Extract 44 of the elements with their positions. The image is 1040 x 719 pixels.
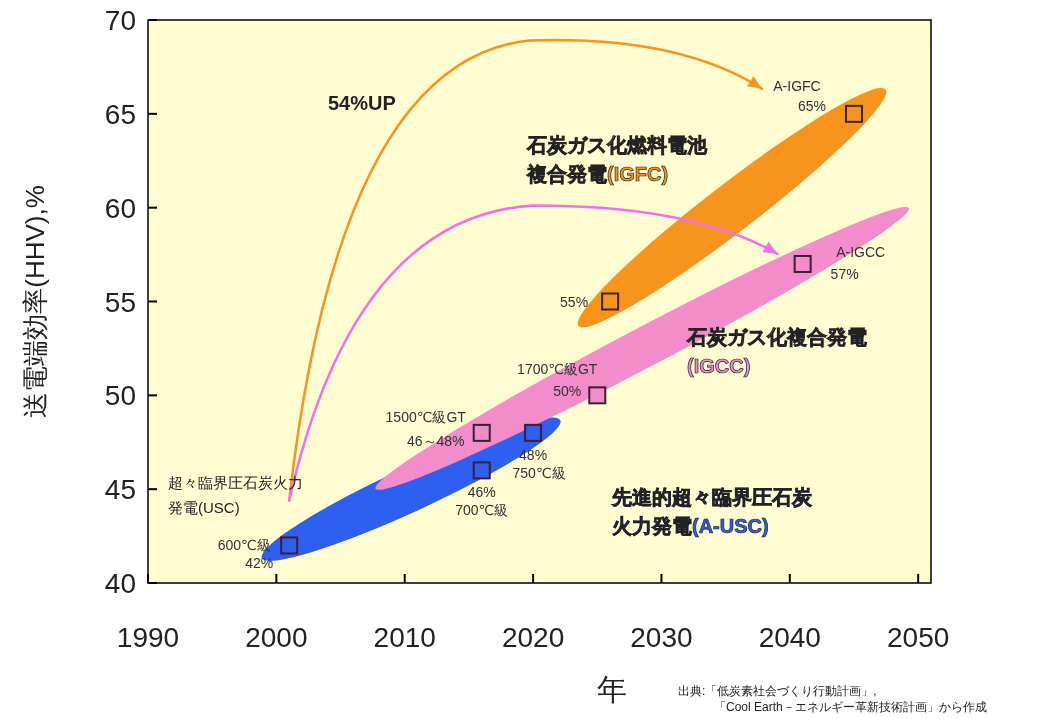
source-note: 出典:「低炭素社会づくり行動計画」, 「Cool Earth－エネルギー革新技術計画」から作成: [678, 684, 987, 714]
data-label: 65%: [797, 97, 826, 114]
y-tick-label: 60: [104, 192, 136, 224]
data-label: 48%: [519, 446, 548, 463]
y-tick-label: 40: [104, 568, 136, 599]
data-label: 46～48%: [406, 432, 465, 449]
data-label: 42%: [245, 555, 274, 572]
annotation: A-IGCC: [836, 243, 886, 260]
x-tick-label: 2040: [758, 622, 821, 653]
annotation: 600℃級: [217, 537, 271, 554]
text: 石炭ガス化燃料電池複合発電(IGFC): [526, 134, 708, 185]
x-tick-label: 1990: [116, 622, 180, 653]
annotation: A-IGFC: [773, 77, 821, 94]
y-tick-label: 50: [104, 380, 136, 412]
annotation: 700℃級: [455, 502, 509, 519]
data-label: 46%: [467, 484, 496, 501]
annotation: 1700℃級GT: [517, 361, 598, 378]
point: [472, 423, 491, 442]
x-axis-title: 年: [597, 673, 627, 706]
data-label: 55%: [560, 293, 589, 310]
point: [844, 104, 863, 123]
point: [793, 254, 812, 273]
x-tick-label: 2020: [501, 622, 565, 653]
y-tick-label: 55: [104, 286, 136, 318]
point: [601, 292, 620, 311]
point: [524, 423, 543, 442]
x-tick-label: 2050: [887, 622, 950, 653]
x-tick-label: 2000: [245, 622, 308, 653]
text: 先進的超々臨界圧石炭火力発電(A-USC): [612, 486, 812, 537]
y-axis-title: 送電端効率(HHV),%: [20, 185, 50, 418]
y-tick-label: 70: [104, 5, 136, 36]
point: [472, 461, 491, 480]
data-label: 50%: [553, 383, 582, 400]
data-label: 57%: [830, 265, 859, 282]
point: [280, 536, 299, 555]
annotation: 1500℃級GT: [385, 408, 467, 425]
x-tick-label: 2030: [630, 622, 693, 653]
y-tick-label: 65: [104, 98, 136, 130]
point: [588, 386, 607, 405]
y-tick-label: 45: [104, 474, 136, 506]
annotation: 54%UP: [328, 92, 396, 114]
text: 石炭ガス化複合発電(IGCC): [686, 326, 867, 377]
annotation: 750℃級: [512, 464, 566, 481]
x-tick-label: 2010: [373, 622, 436, 653]
